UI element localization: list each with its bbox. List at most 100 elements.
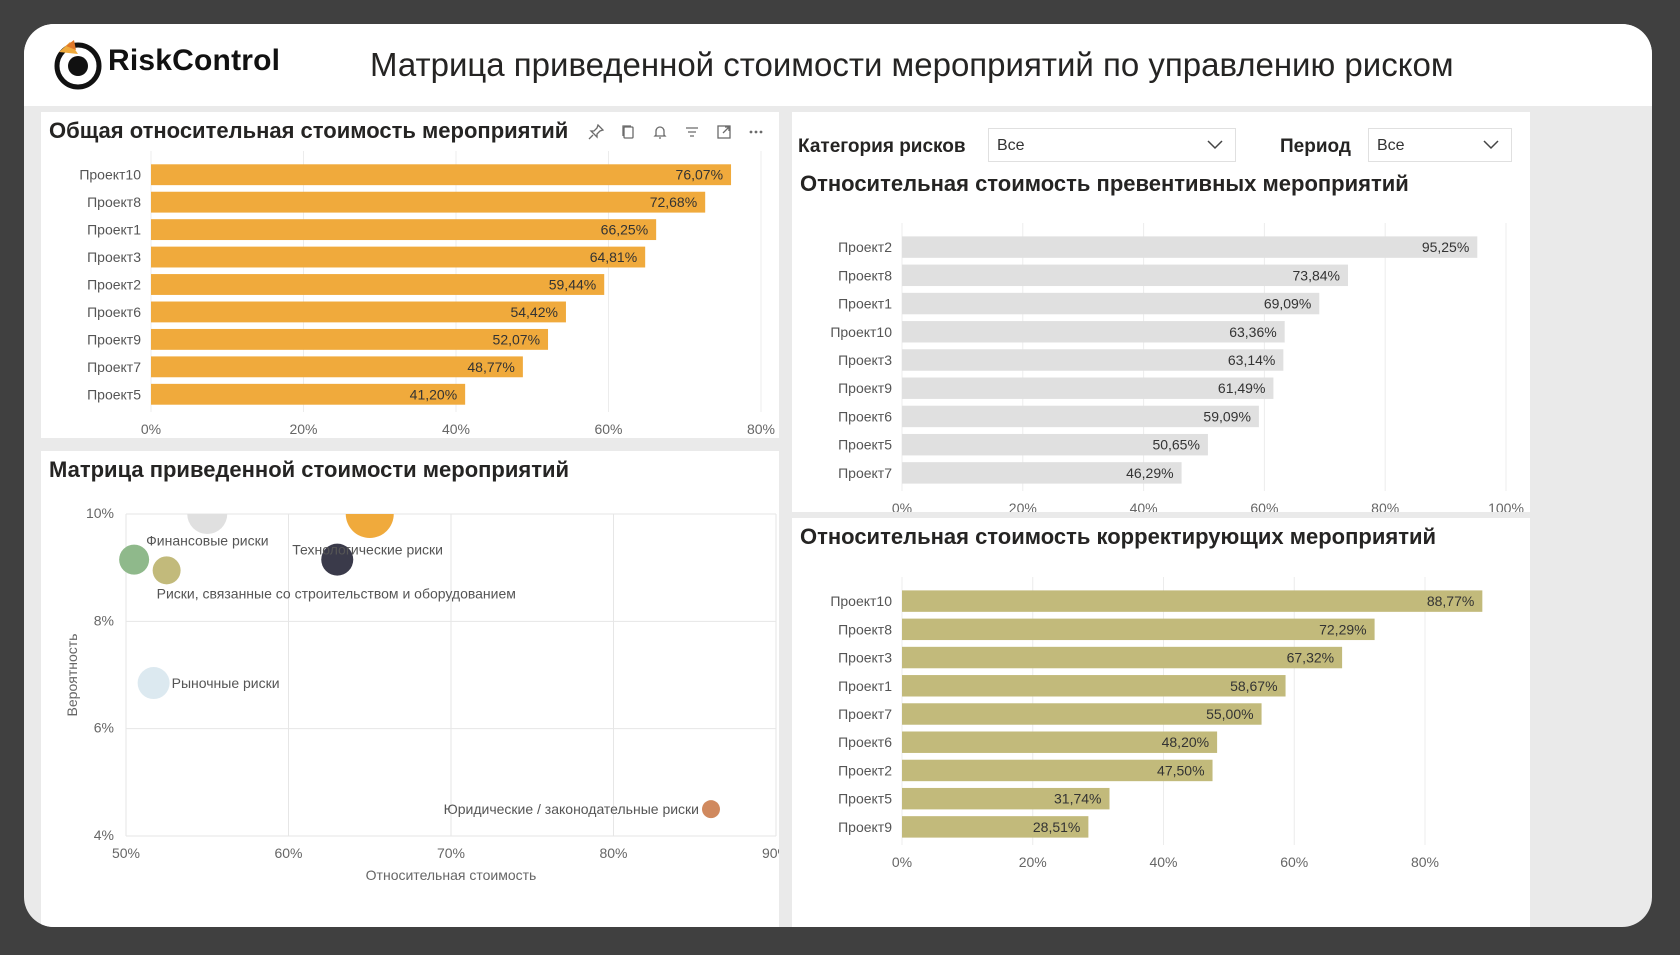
- category-label: Проект2: [838, 762, 892, 778]
- bar[interactable]: [151, 383, 466, 405]
- category-label: Проект3: [838, 352, 892, 368]
- data-label: 95,25%: [1422, 239, 1469, 255]
- bubble-point[interactable]: [152, 556, 181, 585]
- x-tick-label: 20%: [289, 421, 317, 437]
- bar[interactable]: [902, 618, 1375, 641]
- bar[interactable]: [902, 236, 1478, 258]
- bubble-point[interactable]: [345, 490, 394, 538]
- x-tick-label: 80%: [599, 845, 627, 861]
- bubble-point[interactable]: [119, 544, 150, 575]
- x-tick-label: 80%: [1371, 500, 1399, 512]
- x-tick-label: 60%: [274, 845, 302, 861]
- data-label: 31,74%: [1054, 791, 1101, 807]
- category-label: Проект2: [87, 277, 141, 293]
- bubble-label: Технологические риски: [292, 542, 443, 558]
- category-filter-dropdown[interactable]: Все: [988, 128, 1236, 162]
- y-tick-label: 10%: [86, 505, 114, 521]
- preventive-cost-title: Относительная стоимость превентивных мер…: [800, 171, 1409, 196]
- bar[interactable]: [151, 219, 657, 241]
- total-cost-chart[interactable]: 0% 20% 40% 60% 80% Проект10 76,07% Проект8 72,68…: [41, 112, 779, 438]
- data-label: 46,29%: [1126, 465, 1173, 481]
- bar[interactable]: [902, 787, 1110, 810]
- bar[interactable]: [902, 405, 1259, 428]
- data-label: 63,14%: [1228, 352, 1275, 368]
- category-label: Проект7: [838, 706, 892, 722]
- bar[interactable]: [902, 646, 1343, 669]
- bar[interactable]: [151, 246, 646, 268]
- preventive-cost-panel[interactable]: Относительная стоимость превентивных мер…: [792, 165, 1530, 512]
- x-tick-label: 50%: [112, 845, 140, 861]
- period-filter-label: Период: [1280, 136, 1351, 157]
- bar[interactable]: [151, 274, 605, 295]
- bubble-point[interactable]: [187, 494, 228, 534]
- data-label: 59,44%: [549, 277, 596, 293]
- bar[interactable]: [151, 191, 706, 213]
- x-tick-label: 100%: [1488, 500, 1524, 512]
- bar[interactable]: [902, 703, 1262, 725]
- category-label: Проект9: [838, 819, 892, 835]
- matrix-title: Матрица приведенной стоимости мероприяти…: [49, 457, 570, 482]
- more-icon[interactable]: [747, 124, 765, 142]
- corrective-cost-panel[interactable]: Относительная стоимость корректирующих м…: [792, 518, 1530, 927]
- total-cost-panel[interactable]: Общая относительная стоимость мероприяти…: [41, 112, 779, 438]
- bar[interactable]: [151, 328, 549, 350]
- category-label: Проект5: [87, 386, 141, 402]
- copy-icon[interactable]: [619, 124, 637, 142]
- bar[interactable]: [151, 164, 732, 186]
- corrective-cost-chart[interactable]: 0% 20% 40% 60% 80% Проект10 88,77% Проект8 72,29…: [792, 518, 1530, 927]
- bar[interactable]: [902, 433, 1208, 456]
- y-tick-label: 8%: [94, 612, 114, 628]
- period-filter-value: Все: [1377, 137, 1405, 154]
- bar[interactable]: [902, 321, 1285, 343]
- bar[interactable]: [902, 292, 1320, 315]
- x-tick-label: 40%: [442, 421, 470, 437]
- x-axis-title: Относительная стоимость: [366, 867, 537, 883]
- bar[interactable]: [902, 675, 1286, 697]
- category-label: Проект9: [87, 331, 141, 347]
- category-label: Проект2: [838, 239, 892, 255]
- visual-toolbar: [587, 123, 765, 142]
- data-label: 59,09%: [1203, 408, 1250, 424]
- bar[interactable]: [151, 356, 523, 378]
- bar[interactable]: [902, 590, 1483, 612]
- bubble-point[interactable]: [321, 543, 354, 576]
- data-label: 52,07%: [493, 331, 540, 347]
- x-tick-label: 0%: [892, 854, 912, 870]
- period-filter-dropdown[interactable]: Все: [1368, 128, 1512, 162]
- data-label: 73,84%: [1293, 267, 1340, 283]
- bubble-point[interactable]: [137, 667, 170, 700]
- bell-icon[interactable]: [651, 124, 669, 142]
- category-label: Проект1: [87, 222, 141, 238]
- x-tick-label: 20%: [1009, 500, 1037, 512]
- bar[interactable]: [902, 264, 1348, 287]
- focus-icon[interactable]: [715, 124, 733, 142]
- bubble-label: Финансовые риски: [146, 533, 268, 549]
- pin-icon[interactable]: [587, 123, 605, 142]
- bar[interactable]: [902, 731, 1218, 753]
- data-label: 63,36%: [1229, 324, 1276, 340]
- x-tick-label: 80%: [1411, 854, 1439, 870]
- category-label: Проект1: [838, 296, 892, 312]
- x-tick-label: 70%: [437, 845, 465, 861]
- category-label: Проект5: [838, 437, 892, 453]
- matrix-panel[interactable]: Матрица приведенной стоимости мероприяти…: [41, 451, 779, 927]
- data-label: 76,07%: [676, 167, 723, 183]
- y-axis-title: Вероятность: [64, 634, 80, 717]
- corrective-cost-title: Относительная стоимость корректирующих м…: [800, 524, 1437, 549]
- data-label: 58,67%: [1230, 678, 1277, 694]
- bar[interactable]: [902, 349, 1284, 371]
- bar[interactable]: [902, 462, 1182, 484]
- page-title: Матрица приведенной стоимости мероприяти…: [370, 46, 1454, 83]
- bar[interactable]: [902, 759, 1213, 782]
- data-label: 72,29%: [1319, 621, 1366, 637]
- bar[interactable]: [902, 377, 1274, 399]
- bar[interactable]: [902, 816, 1089, 838]
- bar[interactable]: [151, 301, 566, 323]
- data-label: 64,81%: [590, 249, 637, 265]
- preventive-cost-chart[interactable]: 0% 20% 40% 60% 80% 100% Проект2 95,25% Проект8 73…: [792, 165, 1530, 512]
- x-tick-label: 20%: [1019, 854, 1047, 870]
- category-label: Проект3: [838, 650, 892, 666]
- bubble-point[interactable]: [702, 800, 720, 819]
- filter-icon[interactable]: [683, 124, 701, 142]
- matrix-chart[interactable]: 50% 60% 70% 80% 90% 4% 6% 8% 10% Относительная ст…: [41, 451, 779, 927]
